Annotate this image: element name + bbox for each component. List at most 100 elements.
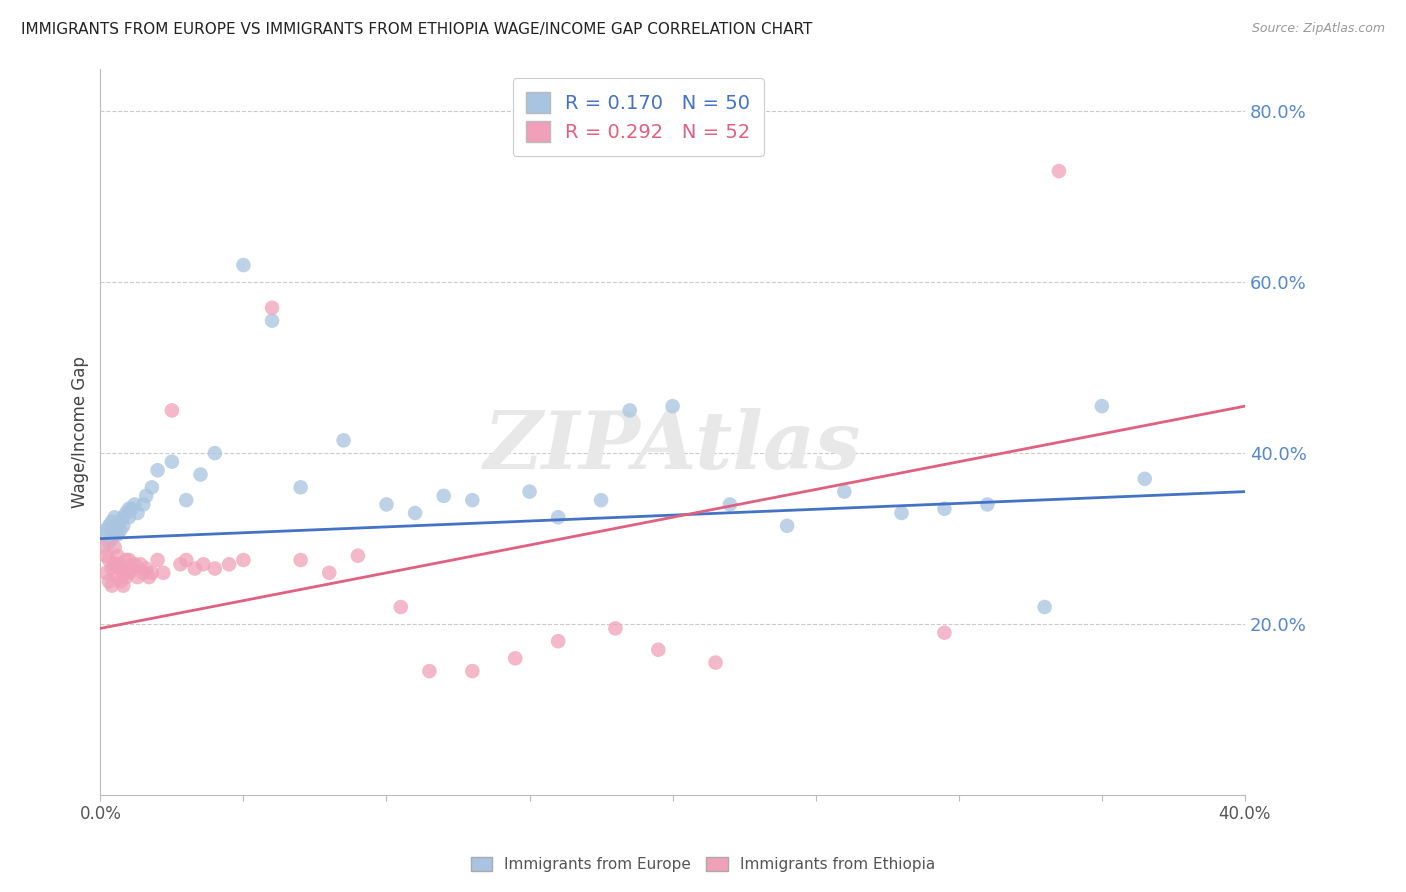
Point xyxy=(519,484,541,499)
Point xyxy=(190,467,212,482)
Point xyxy=(135,489,157,503)
Point xyxy=(112,518,135,533)
Point xyxy=(232,553,254,567)
Point xyxy=(124,498,146,512)
Point xyxy=(121,561,143,575)
Point xyxy=(141,566,163,580)
Point xyxy=(110,523,132,537)
Point xyxy=(318,566,340,580)
Point xyxy=(94,566,117,580)
Point xyxy=(718,498,741,512)
Point xyxy=(110,574,132,589)
Point xyxy=(160,455,183,469)
Point xyxy=(104,523,127,537)
Point xyxy=(91,540,114,554)
Point xyxy=(605,621,627,635)
Point xyxy=(169,558,191,572)
Point xyxy=(503,651,526,665)
Point xyxy=(121,501,143,516)
Point xyxy=(141,480,163,494)
Point xyxy=(591,493,613,508)
Point xyxy=(101,515,124,529)
Point xyxy=(107,558,129,572)
Point xyxy=(433,489,456,503)
Point xyxy=(107,518,129,533)
Point xyxy=(290,480,312,494)
Point xyxy=(647,642,669,657)
Text: Source: ZipAtlas.com: Source: ZipAtlas.com xyxy=(1251,22,1385,36)
Point xyxy=(101,579,124,593)
Point xyxy=(118,553,141,567)
Point xyxy=(127,506,149,520)
Point xyxy=(332,434,354,448)
Point xyxy=(132,566,155,580)
Point xyxy=(104,540,127,554)
Point xyxy=(94,549,117,563)
Point xyxy=(389,600,412,615)
Point xyxy=(193,558,215,572)
Point xyxy=(1033,600,1056,615)
Point xyxy=(110,561,132,575)
Point xyxy=(976,498,998,512)
Point xyxy=(619,403,641,417)
Point xyxy=(104,510,127,524)
Point xyxy=(112,579,135,593)
Point xyxy=(112,510,135,524)
Point xyxy=(104,558,127,572)
Point xyxy=(290,553,312,567)
Point xyxy=(704,656,727,670)
Point xyxy=(97,536,120,550)
Point xyxy=(184,561,207,575)
Point xyxy=(112,566,135,580)
Point xyxy=(118,501,141,516)
Point xyxy=(107,549,129,563)
Point xyxy=(934,625,956,640)
Point xyxy=(461,664,484,678)
Point xyxy=(260,313,283,327)
Point xyxy=(101,532,124,546)
Point xyxy=(174,553,197,567)
Point xyxy=(1133,472,1156,486)
Y-axis label: Wage/Income Gap: Wage/Income Gap xyxy=(72,356,89,508)
Point xyxy=(118,510,141,524)
Point xyxy=(135,561,157,575)
Point xyxy=(1091,399,1114,413)
Point xyxy=(204,561,226,575)
Point xyxy=(94,523,117,537)
Point xyxy=(1047,164,1070,178)
Point xyxy=(138,570,160,584)
Text: IMMIGRANTS FROM EUROPE VS IMMIGRANTS FROM ETHIOPIA WAGE/INCOME GAP CORRELATION C: IMMIGRANTS FROM EUROPE VS IMMIGRANTS FRO… xyxy=(21,22,813,37)
Point xyxy=(115,570,138,584)
Point xyxy=(547,510,569,524)
Point xyxy=(934,501,956,516)
Point xyxy=(461,493,484,508)
Legend: R = 0.170   N = 50, R = 0.292   N = 52: R = 0.170 N = 50, R = 0.292 N = 52 xyxy=(513,78,763,155)
Point xyxy=(174,493,197,508)
Point xyxy=(204,446,226,460)
Point xyxy=(418,664,440,678)
Point xyxy=(115,553,138,567)
Point xyxy=(101,561,124,575)
Point xyxy=(834,484,856,499)
Point xyxy=(146,553,169,567)
Legend: Immigrants from Europe, Immigrants from Ethiopia: Immigrants from Europe, Immigrants from … xyxy=(463,849,943,880)
Point xyxy=(97,553,120,567)
Point xyxy=(404,506,426,520)
Point xyxy=(132,498,155,512)
Point xyxy=(127,570,149,584)
Point xyxy=(146,463,169,477)
Point xyxy=(232,258,254,272)
Point xyxy=(776,518,799,533)
Point xyxy=(91,527,114,541)
Point xyxy=(107,570,129,584)
Point xyxy=(160,403,183,417)
Point xyxy=(107,527,129,541)
Point xyxy=(115,506,138,520)
Point xyxy=(661,399,683,413)
Point xyxy=(124,558,146,572)
Point xyxy=(152,566,174,580)
Point xyxy=(260,301,283,315)
Point xyxy=(547,634,569,648)
Text: ZIPAtlas: ZIPAtlas xyxy=(484,408,862,485)
Point xyxy=(110,515,132,529)
